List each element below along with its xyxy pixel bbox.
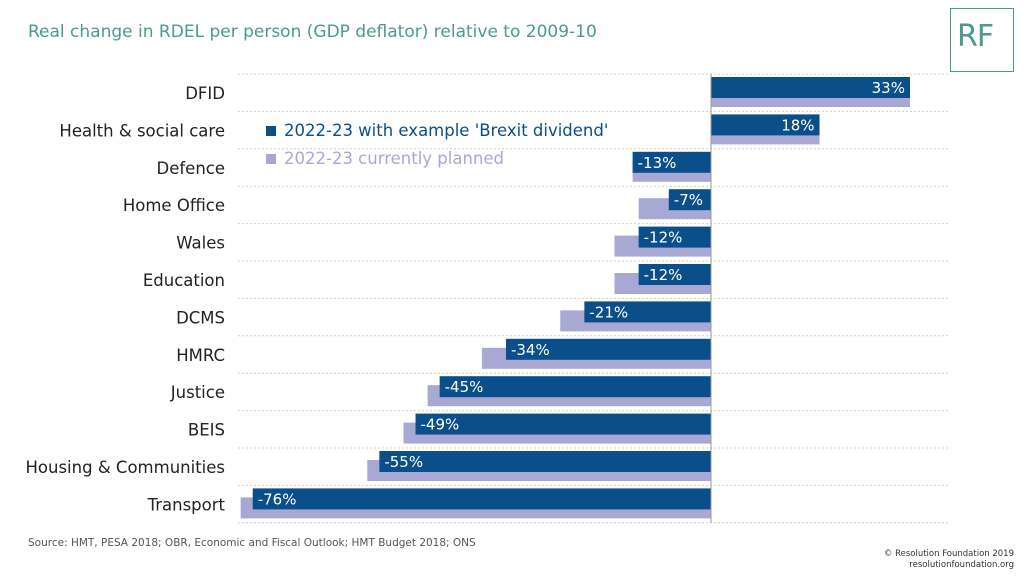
data-label-4: -12% <box>644 229 683 247</box>
legend-label-0: 2022-23 with example 'Brexit dividend' <box>284 121 608 140</box>
data-label-3: -7% <box>674 191 703 209</box>
category-label-1: Health & social care <box>59 121 225 140</box>
category-label-0: DFID <box>185 84 225 103</box>
data-label-10: -55% <box>384 453 423 471</box>
chart-title: Real change in RDEL per person (GDP defl… <box>28 22 597 42</box>
logo-text: RF <box>957 19 994 54</box>
rf-logo: RF <box>950 8 1014 72</box>
category-label-9: BEIS <box>188 421 225 440</box>
bar-brexit-4 <box>638 226 711 248</box>
category-label-4: Wales <box>176 234 225 253</box>
data-label-1: 18% <box>781 116 814 134</box>
bar-brexit-8 <box>439 376 711 398</box>
source-note: Source: HMT, PESA 2018; OBR, Economic an… <box>28 537 476 549</box>
bar-brexit-7 <box>505 338 711 360</box>
copyright: © Resolution Foundation 2019 resolutionf… <box>884 549 1014 571</box>
category-label-3: Home Office <box>123 196 225 215</box>
copyright-line: © Resolution Foundation 2019 <box>883 549 1014 559</box>
category-label-6: DCMS <box>176 308 225 327</box>
data-label-0: 33% <box>872 79 905 97</box>
bar-brexit-0 <box>711 77 910 98</box>
bar-brexit-11 <box>252 488 711 510</box>
data-label-5: -12% <box>644 266 683 284</box>
bar-brexit-1 <box>711 114 820 136</box>
legend-label-1: 2022-23 currently planned <box>284 149 504 168</box>
bar-chart: 33% DFID 18% Health & social care -13% Defenc… <box>26 73 950 524</box>
data-label-7: -34% <box>511 341 550 359</box>
data-label-9: -49% <box>421 416 460 434</box>
website-line: resolutionfoundation.org <box>909 560 1014 570</box>
bar-brexit-6 <box>584 301 711 323</box>
bar-brexit-10 <box>379 451 711 472</box>
category-label-8: Justice <box>170 383 225 402</box>
bar-brexit-2 <box>632 151 711 173</box>
legend-swatch-0 <box>266 126 276 136</box>
bar-brexit-5 <box>638 264 711 285</box>
data-label-8: -45% <box>445 378 484 396</box>
bar-brexit-3 <box>668 189 711 211</box>
category-label-7: HMRC <box>176 346 225 365</box>
data-label-11: -76% <box>258 490 297 508</box>
legend-swatch-1 <box>266 154 276 164</box>
category-label-10: Housing & Communities <box>26 458 226 477</box>
bar-brexit-9 <box>415 413 711 435</box>
category-label-11: Transport <box>147 495 226 514</box>
category-label-5: Education <box>143 271 225 290</box>
data-label-2: -13% <box>638 154 677 172</box>
category-label-2: Defence <box>157 159 226 178</box>
data-label-6: -21% <box>589 303 628 321</box>
